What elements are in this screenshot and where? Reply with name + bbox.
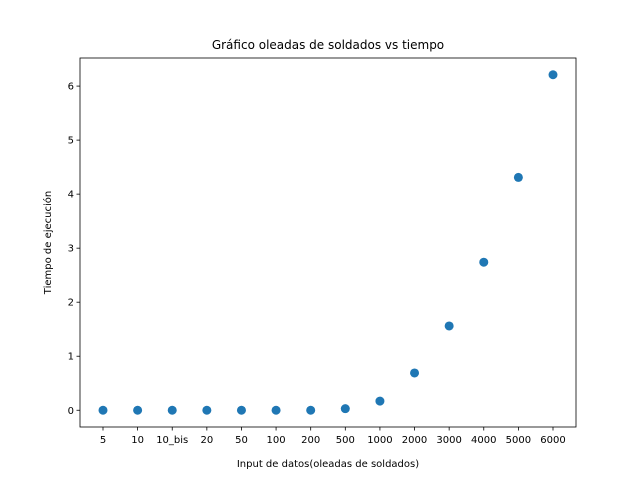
x-tick-label: 3000 bbox=[436, 435, 461, 446]
data-point bbox=[410, 368, 420, 378]
x-tick-label: 50 bbox=[235, 435, 248, 446]
data-point bbox=[513, 172, 523, 182]
chart-title: Gráfico oleadas de soldados vs tiempo bbox=[212, 38, 444, 52]
x-tick-label: 2000 bbox=[402, 435, 427, 446]
x-tick-label: 1000 bbox=[367, 435, 392, 446]
data-point bbox=[479, 257, 489, 267]
plot-area: 0 1 2 3 4 5 6 5 10 10_bis 20 50 100 200 500 1000 2000 300… bbox=[68, 70, 566, 446]
x-tick-label: 4000 bbox=[471, 435, 496, 446]
axes-frame bbox=[79, 57, 577, 428]
data-point bbox=[202, 405, 212, 415]
x-tick-label: 5000 bbox=[506, 435, 531, 446]
data-point bbox=[167, 405, 177, 415]
data-point bbox=[236, 405, 246, 415]
y-tick-label: 3 bbox=[68, 244, 74, 255]
x-tick-label: 5 bbox=[100, 435, 106, 446]
x-axis-label: Input de datos(oleadas de soldados) bbox=[237, 459, 419, 470]
x-tick-label: 500 bbox=[336, 435, 355, 446]
y-tick-label: 0 bbox=[68, 406, 74, 417]
x-tick-label: 6000 bbox=[540, 435, 565, 446]
x-tick-label: 10 bbox=[131, 435, 144, 446]
y-tick-label: 6 bbox=[68, 82, 74, 93]
x-tick-label: 10_bis bbox=[156, 435, 188, 446]
x-tick-label: 100 bbox=[267, 435, 286, 446]
data-point bbox=[271, 405, 281, 415]
y-axis-label: Tiempo de ejecución bbox=[42, 191, 54, 295]
y-tick-label: 5 bbox=[68, 136, 74, 147]
data-point bbox=[306, 405, 316, 415]
data-point bbox=[340, 404, 350, 414]
data-point bbox=[133, 405, 143, 415]
y-tick-label: 4 bbox=[68, 190, 74, 201]
data-point bbox=[444, 321, 454, 331]
data-point bbox=[548, 70, 558, 80]
data-point bbox=[375, 396, 385, 406]
y-tick-label: 1 bbox=[68, 352, 74, 363]
x-tick-label: 20 bbox=[200, 435, 213, 446]
y-tick-label: 2 bbox=[68, 298, 74, 309]
data-point bbox=[98, 405, 108, 415]
x-tick-label: 200 bbox=[301, 435, 320, 446]
